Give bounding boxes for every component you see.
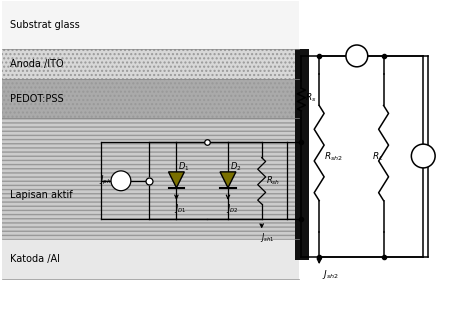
Text: $R_{sh2}$: $R_{sh2}$	[324, 150, 343, 163]
Polygon shape	[220, 172, 236, 188]
Text: Katoda /Al: Katoda /Al	[10, 254, 60, 264]
Bar	[2, 79, 299, 118]
Circle shape	[411, 144, 435, 168]
Bar	[295, 242, 309, 260]
Text: $J_{D1}$: $J_{D1}$	[175, 202, 187, 215]
Text: PEDOT:PSS: PEDOT:PSS	[10, 94, 63, 104]
Text: $J_{D2}$: $J_{D2}$	[226, 202, 239, 215]
Text: Anoda /ITO: Anoda /ITO	[10, 59, 63, 69]
Bar	[2, 49, 299, 79]
Text: Lapisan aktif: Lapisan aktif	[10, 190, 72, 200]
Bar	[2, 239, 299, 279]
Text: Substrat glass: Substrat glass	[10, 20, 80, 30]
Bar	[2, 118, 299, 239]
Polygon shape	[168, 172, 184, 188]
Text: V: V	[419, 151, 428, 161]
Bar	[2, 1, 299, 49]
Text: $D_2$: $D_2$	[230, 161, 242, 173]
Text: J: J	[355, 51, 359, 61]
Text: $R_s$: $R_s$	[305, 91, 317, 104]
Text: $J_{ph}$: $J_{ph}$	[99, 174, 112, 187]
Text: $R_{sh}$: $R_{sh}$	[266, 174, 280, 187]
Circle shape	[346, 45, 368, 67]
Text: $R_L$: $R_L$	[372, 150, 383, 163]
Text: $D_1$: $D_1$	[178, 161, 190, 173]
Text: $J_{sh1}$: $J_{sh1}$	[260, 231, 274, 244]
Text: $J_{sh2}$: $J_{sh2}$	[322, 269, 339, 282]
Circle shape	[111, 171, 131, 191]
Bar	[295, 49, 309, 242]
